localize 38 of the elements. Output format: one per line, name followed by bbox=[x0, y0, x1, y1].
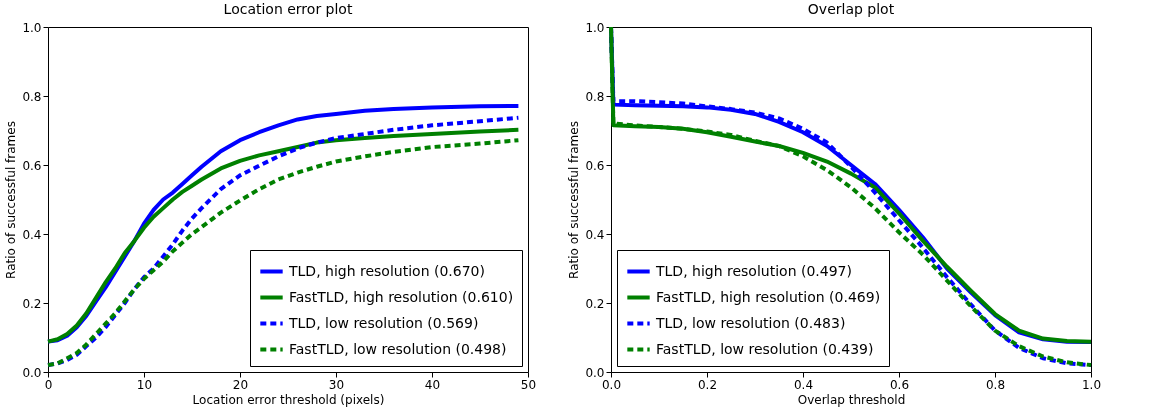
x-axis-title: Location error threshold (pixels) bbox=[192, 392, 385, 407]
y-tick-label: 1.0 bbox=[585, 20, 605, 35]
x-tick-label: 20 bbox=[232, 377, 249, 392]
x-tick-label: 40 bbox=[424, 377, 441, 392]
chart-title: Location error plot bbox=[223, 1, 353, 17]
y-tick-label: 0.8 bbox=[22, 89, 42, 104]
y-tick-label: 0.0 bbox=[585, 365, 605, 380]
y-tick-label: 0.6 bbox=[585, 158, 605, 173]
legend-label: FastTLD, low resolution (0.498) bbox=[289, 340, 507, 357]
legend-label: TLD, high resolution (0.497) bbox=[655, 262, 852, 279]
chart-title: Overlap plot bbox=[807, 1, 895, 17]
x-tick-label: 30 bbox=[328, 377, 345, 392]
y-tick-label: 0.4 bbox=[585, 227, 605, 242]
legend-label: FastTLD, high resolution (0.469) bbox=[656, 288, 881, 305]
legend-label: FastTLD, low resolution (0.439) bbox=[656, 340, 874, 357]
y-tick-label: 0.4 bbox=[22, 227, 42, 242]
x-tick-label: 0.0 bbox=[601, 377, 622, 392]
x-axis-title: Overlap threshold bbox=[797, 392, 906, 407]
x-tick-label: 50 bbox=[520, 377, 537, 392]
x-tick-label: 0.8 bbox=[985, 377, 1006, 392]
x-tick-label: 1.0 bbox=[1081, 377, 1102, 392]
y-tick-label: 0.6 bbox=[22, 158, 42, 173]
legend-label: TLD, low resolution (0.569) bbox=[288, 314, 479, 331]
legend-label: TLD, high resolution (0.670) bbox=[288, 262, 485, 279]
y-tick-label: 1.0 bbox=[22, 20, 42, 35]
legend-label: FastTLD, high resolution (0.610) bbox=[289, 288, 514, 305]
y-tick-label: 0.8 bbox=[585, 89, 605, 104]
y-tick-label: 0.2 bbox=[22, 296, 42, 311]
legend-label: TLD, low resolution (0.483) bbox=[655, 314, 846, 331]
y-tick-label: 0.2 bbox=[585, 296, 605, 311]
x-tick-label: 0.4 bbox=[793, 377, 814, 392]
x-tick-label: 0 bbox=[44, 377, 53, 392]
y-tick-label: 0.0 bbox=[22, 365, 42, 380]
x-tick-label: 0.2 bbox=[697, 377, 718, 392]
x-tick-label: 0.6 bbox=[889, 377, 910, 392]
y-axis-title: Ratio of successful frames bbox=[567, 121, 582, 279]
y-axis-title: Ratio of successful frames bbox=[4, 121, 19, 279]
x-tick-label: 10 bbox=[136, 377, 153, 392]
